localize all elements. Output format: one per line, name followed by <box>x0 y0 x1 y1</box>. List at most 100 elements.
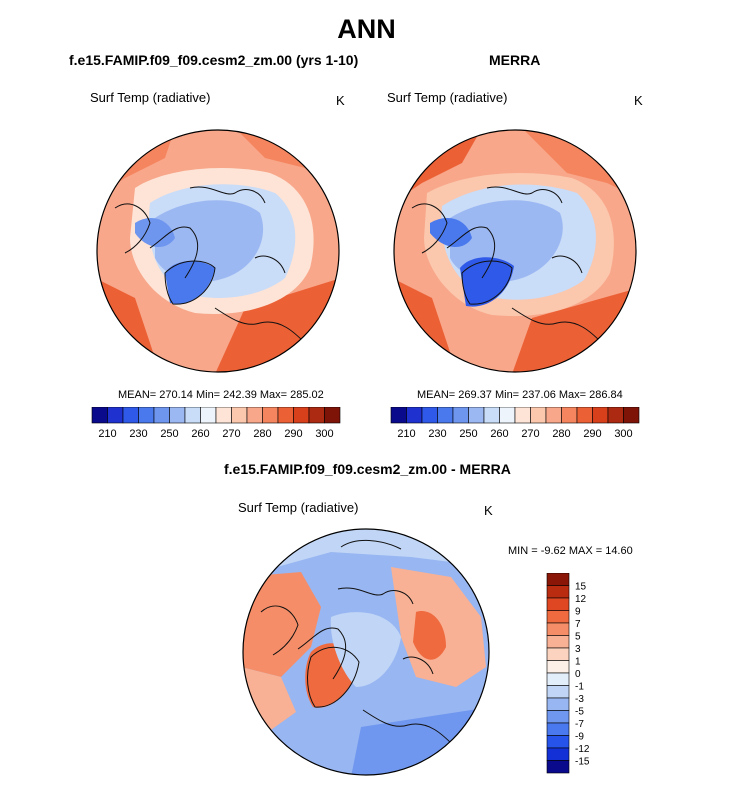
colorbar-box <box>546 573 570 586</box>
colorbar-tick-label: -9 <box>575 732 584 743</box>
colorbar-tick-label: 7 <box>575 619 581 630</box>
model-variable-label: Surf Temp (radiative) <box>90 90 211 105</box>
page-title: ANN <box>337 14 396 44</box>
colorbar-tick-label: 280 <box>253 428 271 440</box>
colorbar-tick-label: 9 <box>575 607 581 618</box>
colorbar-box <box>499 407 516 424</box>
colorbar-tick-label: 3 <box>575 644 581 655</box>
colorbar-tick-label: -15 <box>575 757 590 768</box>
colorbar-box <box>421 407 438 424</box>
colorbar-box <box>546 672 570 686</box>
colorbar-box <box>546 722 570 736</box>
colorbar-box <box>406 407 423 424</box>
obs-units-label: K <box>634 93 643 108</box>
colorbar-box <box>200 407 217 424</box>
colorbar-box <box>308 407 325 424</box>
map-region-cold <box>155 200 264 282</box>
colorbar-tick-label: 290 <box>284 428 302 440</box>
obs-colorbar: 210 230 250 260 270 280 290 300 <box>390 407 640 440</box>
colorbar-box <box>546 747 570 761</box>
colorbar-box <box>530 407 547 424</box>
colorbar-box <box>452 407 469 424</box>
map-region-very-cold <box>135 218 175 248</box>
colorbar-box <box>546 622 570 636</box>
model-polar-map <box>96 129 340 373</box>
colorbar-box <box>546 610 570 624</box>
colorbar-box <box>483 407 500 424</box>
map-region-warm-diff <box>243 572 321 677</box>
colorbar-tick-label: 250 <box>160 428 178 440</box>
colorbar-box <box>576 407 593 424</box>
colorbar-tick-label: 300 <box>315 428 333 440</box>
colorbar-tick-label: 230 <box>129 428 147 440</box>
model-colorbar: 210 230 250 260 270 280 290 300 <box>91 407 341 440</box>
colorbar-tick-label: 1 <box>575 657 581 668</box>
colorbar-tick-label: 5 <box>575 632 581 643</box>
colorbar-tick-label: 290 <box>583 428 601 440</box>
map-boundary <box>96 129 340 373</box>
colorbar-box <box>468 407 485 424</box>
colorbar-box <box>546 647 570 661</box>
colorbar-box <box>561 407 578 424</box>
colorbar-tick-label: 280 <box>552 428 570 440</box>
diff-panel-title: f.e15.FAMIP.f09_f09.cesm2_zm.00 - MERRA <box>224 461 511 477</box>
diff-variable-label: Surf Temp (radiative) <box>238 500 359 515</box>
coastlines <box>260 539 454 746</box>
diff-polar-map <box>242 528 490 776</box>
colorbar-tick-label: 12 <box>575 594 587 605</box>
colorbar-tick-label: 270 <box>521 428 539 440</box>
colorbar-box <box>592 407 609 424</box>
colorbar-box <box>546 697 570 711</box>
diff-units-label: K <box>484 503 493 518</box>
coastlines <box>114 186 306 344</box>
obs-panel-title: MERRA <box>489 52 541 68</box>
colorbar-tick-label: -5 <box>575 707 584 718</box>
colorbar-box <box>262 407 279 424</box>
colorbar-box <box>546 635 570 649</box>
colorbar-box <box>246 407 263 424</box>
colorbar-box <box>277 407 294 424</box>
colorbar-tick-label: 260 <box>191 428 209 440</box>
colorbar-box <box>607 407 624 424</box>
map-region-very-cold <box>460 257 514 307</box>
colorbar-box <box>107 407 124 424</box>
colorbar-box <box>546 597 570 611</box>
coastlines <box>411 186 603 344</box>
colorbar-box <box>546 735 570 749</box>
colorbar-box <box>324 407 341 424</box>
model-panel-title: f.e15.FAMIP.f09_f09.cesm2_zm.00 (yrs 1-1… <box>69 52 359 68</box>
colorbar-box <box>623 407 640 424</box>
colorbar-tick-label: 210 <box>397 428 415 440</box>
colorbar-box <box>390 407 407 424</box>
colorbar-tick-label: 15 <box>575 582 587 593</box>
colorbar-box <box>153 407 170 424</box>
colorbar-box <box>546 585 570 599</box>
colorbar-tick-label: 0 <box>575 669 581 680</box>
colorbar-box <box>231 407 248 424</box>
obs-polar-map <box>393 129 637 373</box>
map-region-hot-diff <box>413 611 446 660</box>
colorbar-box <box>215 407 232 424</box>
colorbar-box <box>91 407 108 424</box>
colorbar-tick-label: 300 <box>614 428 632 440</box>
obs-variable-label: Surf Temp (radiative) <box>387 90 508 105</box>
model-units-label: K <box>336 93 345 108</box>
colorbar-box <box>138 407 155 424</box>
colorbar-tick-label: 230 <box>428 428 446 440</box>
colorbar-tick-label: -3 <box>575 694 584 705</box>
colorbar-tick-label: -12 <box>575 744 590 755</box>
diff-stats: MIN = -9.62 MAX = 14.60 <box>508 545 633 557</box>
map-boundary <box>242 528 490 776</box>
colorbar-box <box>546 760 570 774</box>
colorbar-box <box>169 407 186 424</box>
colorbar-box <box>293 407 310 424</box>
colorbar-box <box>546 710 570 724</box>
colorbar-box <box>122 407 139 424</box>
map-boundary <box>393 129 637 373</box>
map-region-slight-cool <box>330 612 401 687</box>
colorbar-tick-label: 260 <box>490 428 508 440</box>
map-region-very-cold <box>430 218 472 248</box>
colorbar-box <box>437 407 454 424</box>
map-region-very-cold <box>165 261 215 304</box>
